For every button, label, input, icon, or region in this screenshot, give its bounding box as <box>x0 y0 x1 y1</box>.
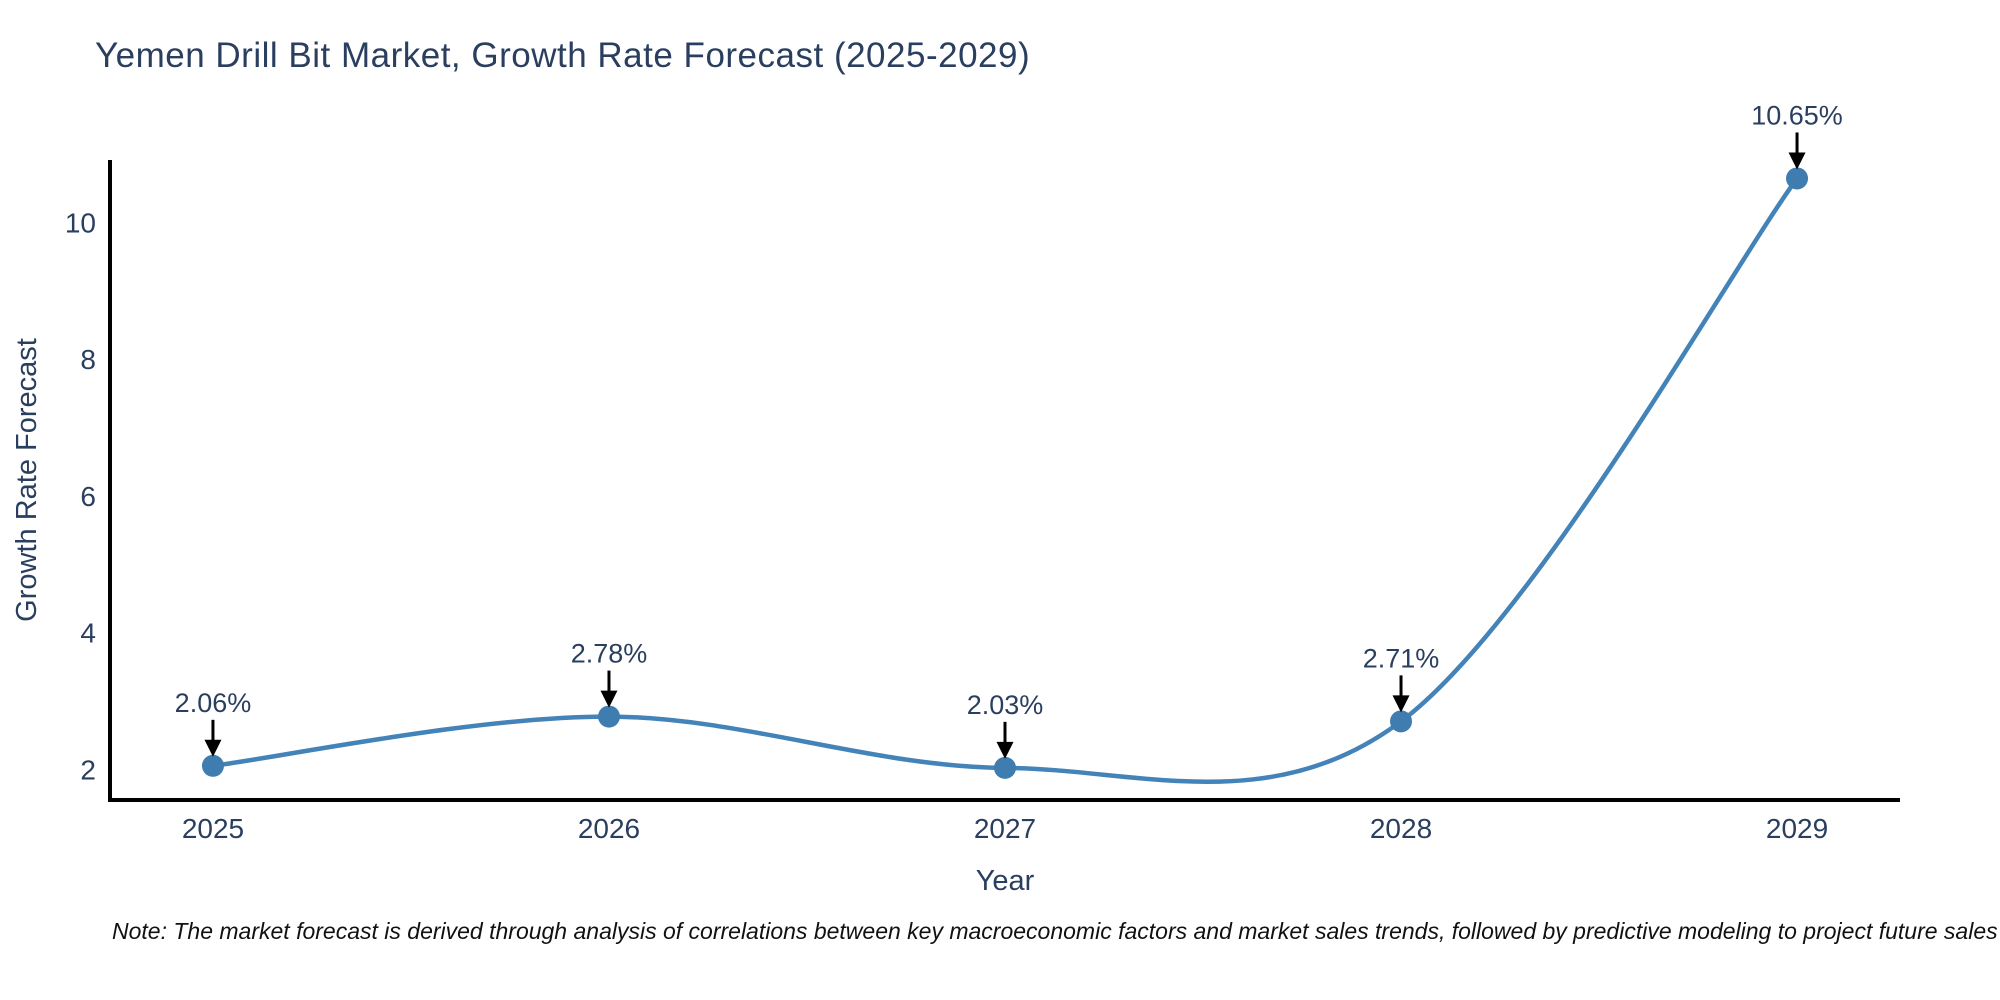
x-tick-label: 2025 <box>182 813 244 844</box>
x-tick-label: 2027 <box>974 813 1036 844</box>
data-point-marker <box>201 754 224 777</box>
axis-lines <box>108 160 1900 802</box>
annotation-arrow-head <box>1788 152 1806 170</box>
annotation-arrow-head <box>996 741 1014 759</box>
point-value-label: 2.06% <box>175 688 252 718</box>
y-tick-label: 2 <box>80 754 96 785</box>
x-tick-label: 2026 <box>578 813 640 844</box>
y-tick-label: 4 <box>80 618 96 649</box>
annotation-arrow-head <box>1392 695 1410 713</box>
x-axis-title: Year <box>976 865 1035 897</box>
annotation-arrow-head <box>600 690 618 708</box>
data-point-marker <box>1786 167 1809 190</box>
y-tick-label: 8 <box>80 344 96 375</box>
y-tick-label: 10 <box>65 207 96 238</box>
annotation-arrow-head <box>204 739 222 757</box>
footnote: Note: The market forecast is derived thr… <box>112 918 1998 944</box>
point-value-label: 2.78% <box>571 639 648 669</box>
data-point-marker <box>597 705 620 728</box>
point-value-label: 2.03% <box>967 690 1044 720</box>
data-point-marker <box>994 756 1016 779</box>
chart-title: Yemen Drill Bit Market, Growth Rate Fore… <box>95 36 1031 75</box>
forecast-line <box>212 177 1799 785</box>
data-point-marker <box>1390 710 1413 733</box>
x-tick-label: 2029 <box>1766 813 1828 844</box>
x-tick-label: 2028 <box>1370 813 1432 844</box>
y-tick-label: 6 <box>80 481 96 512</box>
point-value-label: 2.71% <box>1363 643 1440 673</box>
point-value-label: 10.65% <box>1751 100 1843 130</box>
y-axis-title: Growth Rate Forecast <box>11 338 43 622</box>
